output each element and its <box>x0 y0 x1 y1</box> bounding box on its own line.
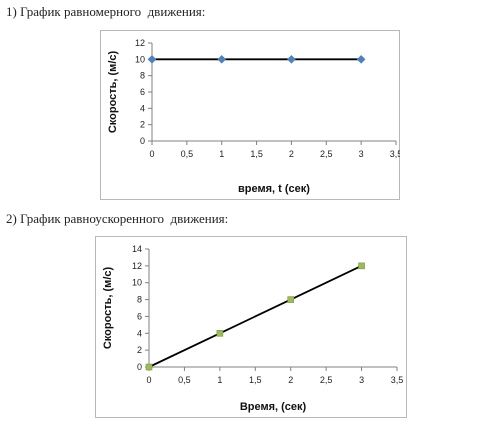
chart-frame <box>100 30 400 200</box>
data-point-marker <box>356 55 366 64</box>
x-tick-label: 3,5 <box>391 375 404 385</box>
x-tick-label: 1,5 <box>250 149 263 159</box>
y-tick-label: 2 <box>140 120 145 130</box>
x-tick-label: 0 <box>146 375 151 385</box>
accelerated-motion-chart: 0 2 4 6 8 10 12 14 0 0,5 1 1,5 2 2,5 3 3,5 Время, (сек) С… <box>95 236 407 418</box>
y-tick-label: 0 <box>140 136 145 146</box>
x-tick-label: 1,5 <box>249 375 262 385</box>
data-point-marker <box>145 363 153 371</box>
y-tick-label: 0 <box>137 362 142 372</box>
y-tick-label: 14 <box>132 244 142 254</box>
data-point-marker <box>147 55 157 64</box>
y-tick-label: 6 <box>137 311 142 321</box>
x-tick-label: 3 <box>359 149 364 159</box>
uniform-motion-heading: 1) График равномерного движения: <box>6 4 206 19</box>
accelerated-motion-heading: 2) График равноускоренного движения: <box>6 211 229 226</box>
chart-frame <box>95 236 407 418</box>
y-tick-label: 8 <box>140 71 145 81</box>
y-tick-label: 10 <box>132 278 142 288</box>
x-tick-label: 2,5 <box>320 375 333 385</box>
y-axis-title: Скорость, (м/с) <box>102 267 114 350</box>
x-tick-label: 1 <box>219 149 224 159</box>
x-tick-label: 0,5 <box>181 149 194 159</box>
x-axis-title: Время, (сек) <box>240 401 307 413</box>
y-tick-label: 12 <box>135 38 145 48</box>
x-tick-label: 2,5 <box>320 149 333 159</box>
y-tick-label: 4 <box>137 328 142 338</box>
x-axis-title: время, t (сек) <box>238 183 310 195</box>
uniform-motion-chart: 0 2 4 6 8 10 12 0 0,5 1 1,5 2 2,5 3 3,5 время, t (сек) С… <box>100 30 400 200</box>
data-point-marker <box>358 262 365 270</box>
data-point-marker <box>216 329 224 337</box>
data-point-marker <box>287 55 296 64</box>
y-tick-label: 8 <box>137 295 142 305</box>
y-tick-label: 6 <box>140 87 145 97</box>
x-tick-label: 0 <box>149 149 154 159</box>
y-tick-label: 12 <box>132 261 142 271</box>
data-point-marker <box>287 296 295 303</box>
y-axis-title: Скорость, (м/с) <box>107 51 119 134</box>
x-tick-label: 0,5 <box>178 375 191 385</box>
x-tick-label: 2 <box>289 149 294 159</box>
x-tick-label: 2 <box>288 375 293 385</box>
y-tick-label: 4 <box>140 103 145 113</box>
data-point-marker <box>217 55 227 64</box>
x-tick-label: 1 <box>217 375 222 385</box>
x-tick-label: 3 <box>359 375 364 385</box>
y-tick-label: 10 <box>135 54 145 64</box>
x-tick-label: 3,5 <box>390 149 400 159</box>
series-line <box>148 265 362 368</box>
y-tick-label: 2 <box>137 345 142 355</box>
